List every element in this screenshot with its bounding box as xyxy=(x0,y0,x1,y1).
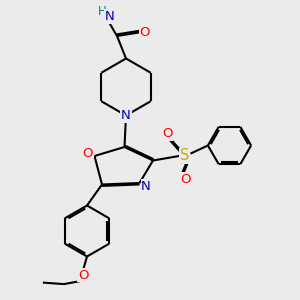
Text: N: N xyxy=(141,180,151,193)
Text: O: O xyxy=(162,127,173,140)
Text: O: O xyxy=(83,146,93,160)
Text: N: N xyxy=(121,109,131,122)
Text: N: N xyxy=(105,10,114,23)
Text: O: O xyxy=(78,268,89,282)
Text: S: S xyxy=(180,148,189,164)
Text: O: O xyxy=(181,173,191,186)
Text: H: H xyxy=(98,5,106,18)
Text: O: O xyxy=(140,26,150,39)
